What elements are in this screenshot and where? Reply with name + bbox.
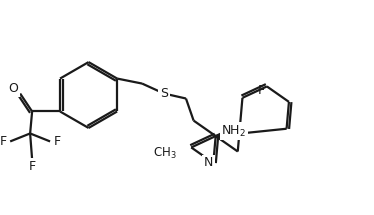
Text: F: F — [28, 160, 36, 173]
Text: CH$_3$: CH$_3$ — [153, 146, 177, 161]
Text: F: F — [53, 135, 61, 148]
Text: O: O — [8, 82, 18, 95]
Text: F: F — [257, 84, 264, 97]
Text: N: N — [204, 156, 213, 169]
Text: NH$_2$: NH$_2$ — [221, 124, 246, 139]
Text: F: F — [0, 135, 7, 148]
Text: S: S — [160, 87, 168, 100]
